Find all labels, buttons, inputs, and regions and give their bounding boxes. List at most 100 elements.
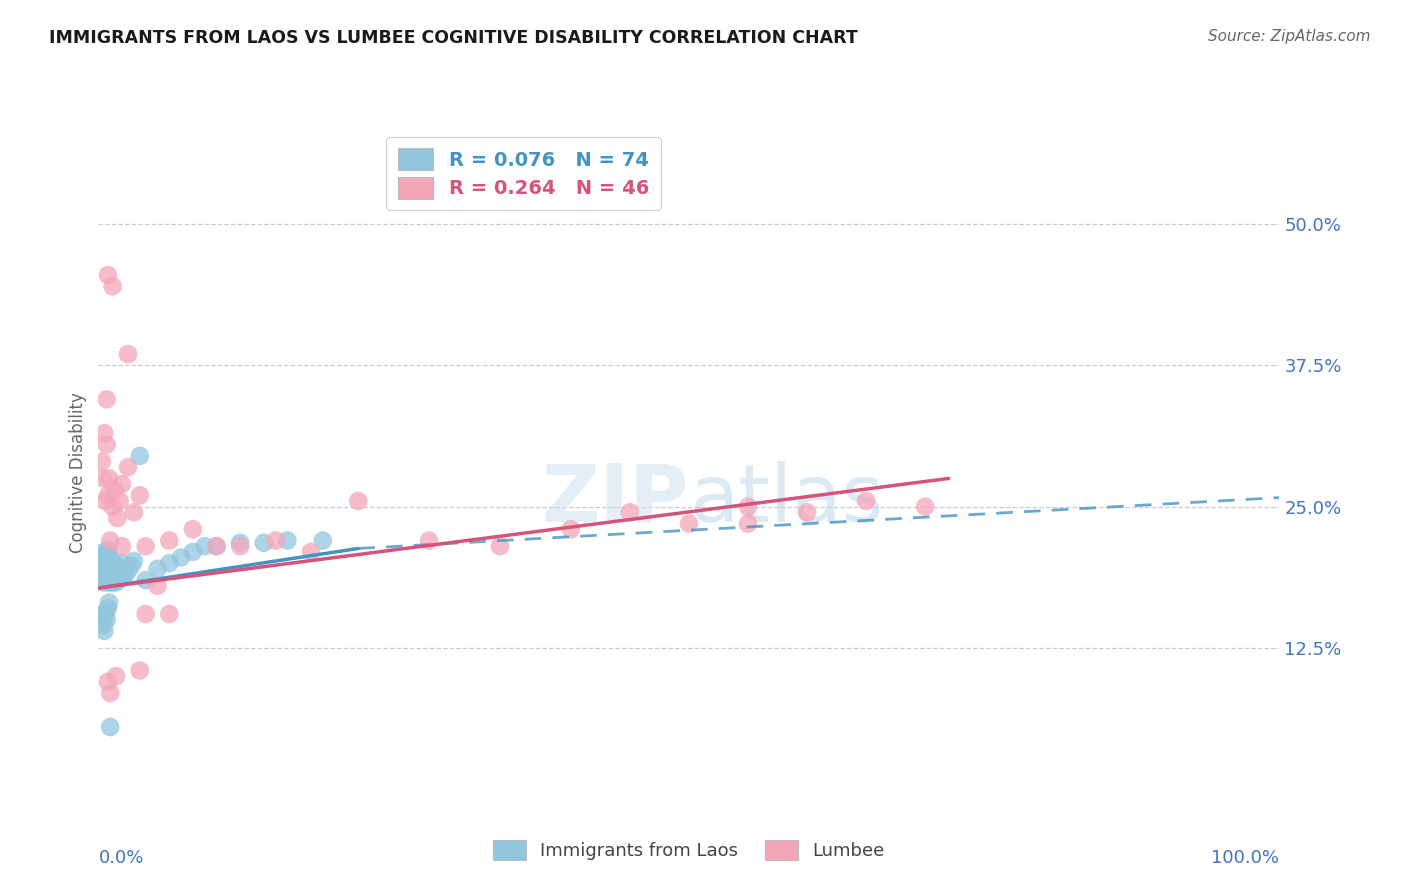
Point [111, 562, 134, 576]
Point [98, 596, 121, 610]
Point [229, 539, 252, 553]
Point [104, 570, 127, 584]
Text: 100.0%: 100.0% [1212, 849, 1279, 867]
Point [94, 547, 117, 561]
Text: Source: ZipAtlas.com: Source: ZipAtlas.com [1208, 29, 1371, 44]
Point [97, 575, 120, 590]
Point [110, 570, 132, 584]
Point [96, 547, 118, 561]
Point [128, 664, 150, 678]
Point [229, 536, 252, 550]
Text: 0.0%: 0.0% [98, 849, 143, 867]
Point [91, 454, 114, 468]
Point [112, 556, 135, 570]
Point [914, 500, 936, 514]
Point [93, 545, 115, 559]
Point [117, 347, 139, 361]
Point [146, 562, 169, 576]
Point [117, 460, 139, 475]
Point [91, 550, 114, 565]
Point [135, 573, 157, 587]
Point [96, 574, 118, 589]
Point [91, 618, 114, 632]
Point [94, 556, 117, 570]
Point [97, 558, 120, 573]
Point [93, 624, 115, 638]
Point [97, 542, 120, 557]
Point [91, 607, 114, 621]
Point [98, 556, 121, 570]
Point [194, 539, 217, 553]
Point [97, 567, 120, 582]
Point [105, 567, 128, 582]
Point [105, 511, 128, 525]
Point [418, 533, 440, 548]
Point [111, 477, 134, 491]
Point [91, 570, 114, 584]
Point [98, 720, 121, 734]
Point [97, 601, 120, 615]
Point [93, 554, 115, 568]
Point [117, 564, 139, 578]
Point [103, 573, 125, 587]
Point [96, 392, 118, 407]
Point [98, 575, 121, 590]
Point [122, 505, 145, 519]
Point [100, 556, 122, 570]
Point [98, 567, 121, 582]
Point [135, 607, 157, 621]
Point [91, 556, 114, 570]
Point [89, 573, 111, 587]
Point [93, 572, 115, 586]
Point [128, 449, 150, 463]
Point [103, 556, 125, 570]
Point [91, 471, 114, 485]
Point [96, 613, 118, 627]
Point [253, 536, 276, 550]
Point [737, 500, 759, 514]
Point [105, 558, 128, 573]
Point [101, 279, 124, 293]
Point [108, 494, 131, 508]
Point [619, 505, 641, 519]
Point [93, 563, 115, 577]
Point [96, 437, 118, 451]
Point [98, 548, 121, 562]
Point [107, 573, 129, 587]
Point [91, 575, 114, 590]
Point [90, 558, 112, 573]
Point [312, 533, 335, 548]
Point [91, 562, 114, 576]
Point [98, 558, 121, 573]
Point [94, 607, 117, 621]
Point [170, 550, 193, 565]
Point [104, 483, 127, 497]
Text: atlas: atlas [689, 461, 883, 539]
Point [157, 556, 180, 570]
Point [97, 488, 120, 502]
Y-axis label: Cognitive Disability: Cognitive Disability [69, 392, 87, 553]
Point [157, 533, 180, 548]
Point [97, 268, 120, 282]
Point [299, 545, 322, 559]
Point [101, 500, 124, 514]
Point [98, 471, 121, 485]
Text: ZIP: ZIP [541, 461, 689, 539]
Point [205, 539, 228, 553]
Point [91, 565, 114, 579]
Point [678, 516, 700, 531]
Point [98, 686, 121, 700]
Point [98, 573, 121, 587]
Point [146, 579, 169, 593]
Point [105, 669, 128, 683]
Point [205, 539, 228, 553]
Point [97, 674, 120, 689]
Point [96, 565, 118, 579]
Point [128, 488, 150, 502]
Point [112, 570, 135, 584]
Point [105, 575, 128, 590]
Point [101, 575, 124, 590]
Legend: Immigrants from Laos, Lumbee: Immigrants from Laos, Lumbee [486, 833, 891, 867]
Point [98, 533, 121, 548]
Point [94, 573, 117, 587]
